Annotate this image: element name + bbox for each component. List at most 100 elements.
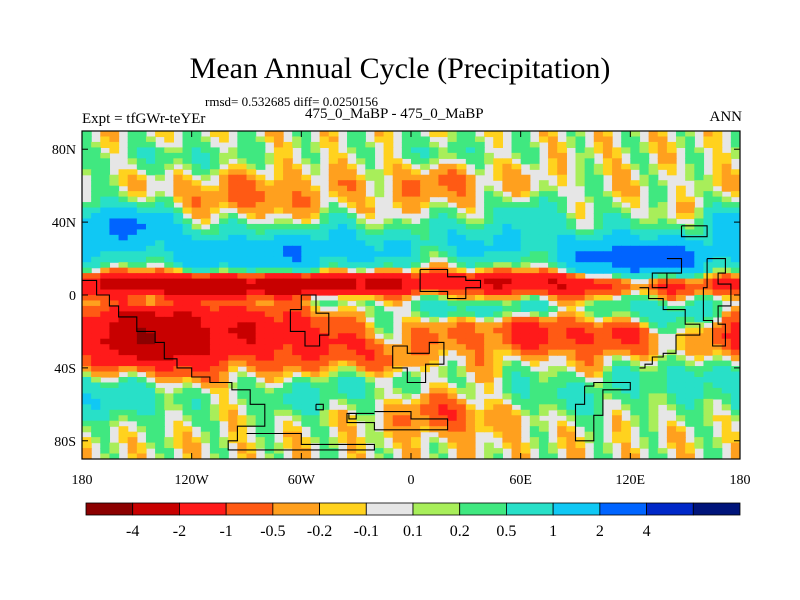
field-cell [703, 316, 714, 323]
field-cell [429, 415, 440, 422]
coastline [346, 411, 449, 431]
field-cell [566, 382, 577, 389]
field-cell [246, 163, 257, 170]
field-cell [602, 333, 613, 340]
field-cell [685, 240, 695, 247]
field-cell [310, 437, 321, 444]
field-cell [91, 371, 101, 378]
field-cell [255, 174, 266, 181]
field-cell [109, 196, 120, 203]
field-cell [447, 415, 458, 422]
field-cell [200, 141, 211, 148]
field-cell [566, 338, 577, 345]
field-cell [703, 256, 714, 263]
field-cell [209, 316, 220, 323]
field-cell [703, 141, 714, 148]
field-cell [301, 316, 312, 323]
field-cell [228, 338, 238, 345]
field-cell [511, 295, 522, 302]
field-cell [694, 420, 705, 427]
field-cell [374, 234, 385, 241]
field-cell [447, 131, 458, 138]
field-cell [100, 448, 111, 455]
field-cell [328, 344, 339, 351]
field-cell [465, 251, 476, 258]
field-cell [447, 322, 458, 329]
field-cell [173, 273, 184, 280]
field-cell [246, 289, 257, 296]
field-cell [548, 398, 558, 405]
field-cell [538, 338, 549, 345]
field-cell [237, 415, 248, 422]
field-cell [264, 453, 275, 459]
field-cell [694, 366, 705, 373]
field-cell [273, 273, 284, 280]
field-cell [411, 311, 421, 318]
field-cell [548, 213, 558, 220]
field-cell [676, 398, 686, 405]
field-cell [685, 262, 695, 269]
field-cell [356, 202, 366, 209]
field-cell [712, 305, 723, 312]
field-cell [621, 229, 631, 236]
field-cell [319, 322, 330, 329]
field-cell [246, 229, 257, 236]
field-cell [411, 453, 421, 459]
field-cell [365, 163, 376, 170]
field-cell [191, 387, 202, 394]
field-cell [127, 311, 138, 318]
field-cell [676, 442, 686, 449]
field-cell [712, 191, 723, 198]
field-cell [438, 327, 449, 334]
field-cell [337, 245, 348, 252]
field-cell [511, 415, 522, 422]
field-cell [209, 387, 220, 394]
field-cell [621, 404, 631, 411]
field-cell [392, 360, 403, 367]
field-cell [584, 163, 595, 170]
field-cell [639, 169, 650, 176]
field-cell [694, 349, 705, 356]
field-cell [283, 349, 293, 356]
field-cell [584, 393, 595, 400]
field-cell [602, 349, 613, 356]
field-cell [155, 349, 165, 356]
field-cell [465, 240, 476, 247]
field-cell [411, 415, 421, 422]
field-cell [173, 158, 184, 165]
field-cell [639, 234, 650, 241]
field-cell [703, 240, 714, 247]
field-cell [347, 398, 357, 405]
field-cell [465, 234, 476, 241]
field-cell [228, 344, 238, 351]
field-cell [502, 377, 513, 384]
field-cell [584, 349, 595, 356]
field-cell [401, 240, 412, 247]
field-cell [484, 196, 494, 203]
field-cell [127, 284, 138, 291]
field-cell [630, 349, 641, 356]
field-cell [283, 267, 293, 274]
field-cell [292, 426, 302, 433]
field-cell [621, 453, 631, 459]
field-cell [328, 141, 339, 148]
field-cell [420, 180, 430, 187]
field-cell [657, 382, 668, 389]
field-cell [264, 377, 275, 384]
field-cell [502, 338, 513, 345]
field-cell [182, 327, 193, 334]
field-cell [310, 278, 321, 285]
field-cell [182, 289, 193, 296]
field-cell [612, 191, 622, 198]
field-cell [283, 147, 293, 154]
field-cell [191, 409, 202, 416]
field-cell [109, 174, 120, 181]
field-cell [484, 289, 494, 296]
field-cell [164, 398, 174, 405]
field-cell [612, 289, 622, 296]
field-cell [310, 327, 321, 334]
field-cell [703, 207, 714, 214]
field-cell [666, 349, 677, 356]
field-cell [273, 366, 284, 373]
colorbar-label: 0.1 [403, 523, 423, 540]
